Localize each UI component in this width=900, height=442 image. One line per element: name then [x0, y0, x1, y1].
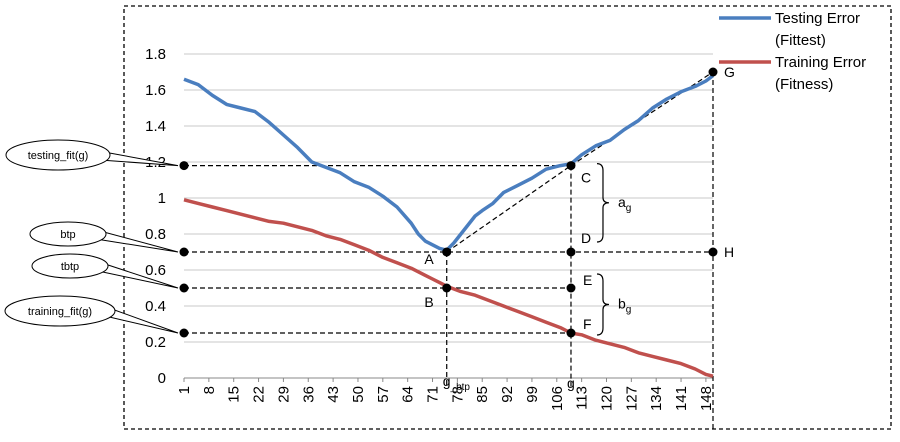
y-tick-label: 0 — [158, 370, 166, 387]
callout-btp-label: btp — [60, 229, 75, 241]
label-A: A — [424, 251, 434, 267]
label-E: E — [583, 272, 592, 288]
x-tick-label: 120 — [598, 386, 615, 411]
callout-tbtp-label: tbtp — [61, 261, 79, 273]
legend-label: Training Error — [775, 54, 866, 71]
callout-testing-fit-bubble — [5, 139, 111, 171]
callout-training-fit-bubble — [4, 295, 116, 327]
x-tick-label: 99 — [524, 386, 541, 403]
slope-line-C-G — [570, 71, 714, 167]
callout-testing-fit-label: testing_fit(g) — [28, 150, 89, 162]
y-tick-label: 1 — [158, 190, 166, 207]
x-tick-label: 43 — [325, 386, 342, 403]
x-tick-label: 71 — [425, 386, 442, 403]
y-tick-label: 1.8 — [145, 46, 166, 63]
label-g-btp: g_btp — [443, 373, 471, 393]
x-axis-ticks: 1 8 15 22 29 36 43 50 57 64 71 78 85 92 99 106 113 120 127… — [176, 378, 715, 411]
x-tick-label: 78 — [449, 386, 466, 403]
x-tick-label: 29 — [275, 386, 292, 403]
point-C — [566, 161, 576, 171]
label-F: F — [583, 316, 592, 332]
point-B — [442, 283, 452, 293]
y-tick-label: 0.8 — [145, 226, 166, 243]
point-H — [708, 247, 718, 257]
x-tick-label: 92 — [499, 386, 516, 403]
y-tick-label: 1.6 — [145, 82, 166, 99]
y-axis-ticks: 00.20.40.60.811.21.41.61.8 — [145, 46, 166, 387]
legend-label: Testing Error — [775, 10, 860, 27]
x-tick-label: 57 — [375, 386, 392, 403]
training-fit-axis-point — [179, 328, 189, 338]
callout-tbtp-pointer — [97, 262, 179, 289]
x-tick-label: 36 — [300, 386, 317, 403]
label-b-g: bg — [618, 296, 631, 316]
y-tick-label: 0.4 — [145, 298, 166, 315]
x-tick-label: 8 — [201, 386, 218, 394]
x-tick-label: 64 — [400, 386, 417, 403]
callout-bubbles: testing_fit(g)btp tbtp training_fit(g) — [4, 139, 179, 334]
x-tick-label: 106 — [549, 386, 566, 411]
y-tick-label: 0.6 — [145, 262, 166, 279]
point-A — [442, 247, 452, 257]
x-tick-label: 148 — [698, 386, 715, 411]
x-tick-label: 15 — [226, 386, 243, 403]
btp-axis-point — [179, 247, 189, 257]
x-tick-label: 50 — [350, 386, 367, 403]
annotation-labels: A B C D E F G Hag bg g_btp g — [424, 64, 735, 393]
x-tick-label: 141 — [673, 386, 690, 411]
callout-training-fit-label: training_fit(g) — [28, 306, 92, 318]
x-tick-label: 113 — [574, 386, 591, 410]
series-lines — [183, 74, 715, 378]
slope-line-A-C — [446, 165, 572, 253]
label-C: C — [581, 170, 591, 186]
legend-label: (Fitness) — [775, 76, 833, 93]
testing-fit-axis-point — [179, 161, 189, 171]
legend: Testing Error (Fittest) Training Error (Fit… — [719, 10, 866, 93]
brace-a-g — [596, 163, 610, 243]
callout-tbtp-bubble — [31, 253, 109, 279]
point-F — [566, 328, 576, 338]
callout-btp-bubble — [29, 221, 107, 247]
x-tick-label: 1 — [176, 386, 193, 394]
x-tick-label: 22 — [251, 386, 268, 403]
y-tick-label: 0.2 — [145, 334, 166, 351]
x-tick-label: 134 — [648, 386, 665, 411]
legend-label: (Fittest) — [775, 32, 826, 49]
label-g: g — [567, 375, 575, 391]
gridlines — [184, 53, 713, 379]
callout-training-fit-pointer — [104, 307, 179, 334]
label-B: B — [424, 294, 433, 310]
label-D: D — [581, 230, 591, 246]
annotation-points — [179, 67, 718, 338]
point-E — [566, 283, 576, 293]
testing-error-line — [183, 74, 715, 252]
label-G: G — [724, 64, 735, 80]
tbtp-axis-point — [179, 283, 189, 293]
callout-testing-fit-pointer — [99, 151, 179, 167]
brace-b-g — [596, 273, 610, 336]
y-tick-label: 1.4 — [145, 118, 166, 135]
point-G — [708, 67, 718, 77]
callout-btp-pointer — [95, 230, 179, 253]
label-H: H — [724, 244, 734, 260]
x-tick-label: 85 — [474, 386, 491, 403]
point-D — [566, 247, 576, 257]
x-tick-label: 127 — [623, 386, 640, 411]
label-a-g: ag — [618, 194, 631, 214]
